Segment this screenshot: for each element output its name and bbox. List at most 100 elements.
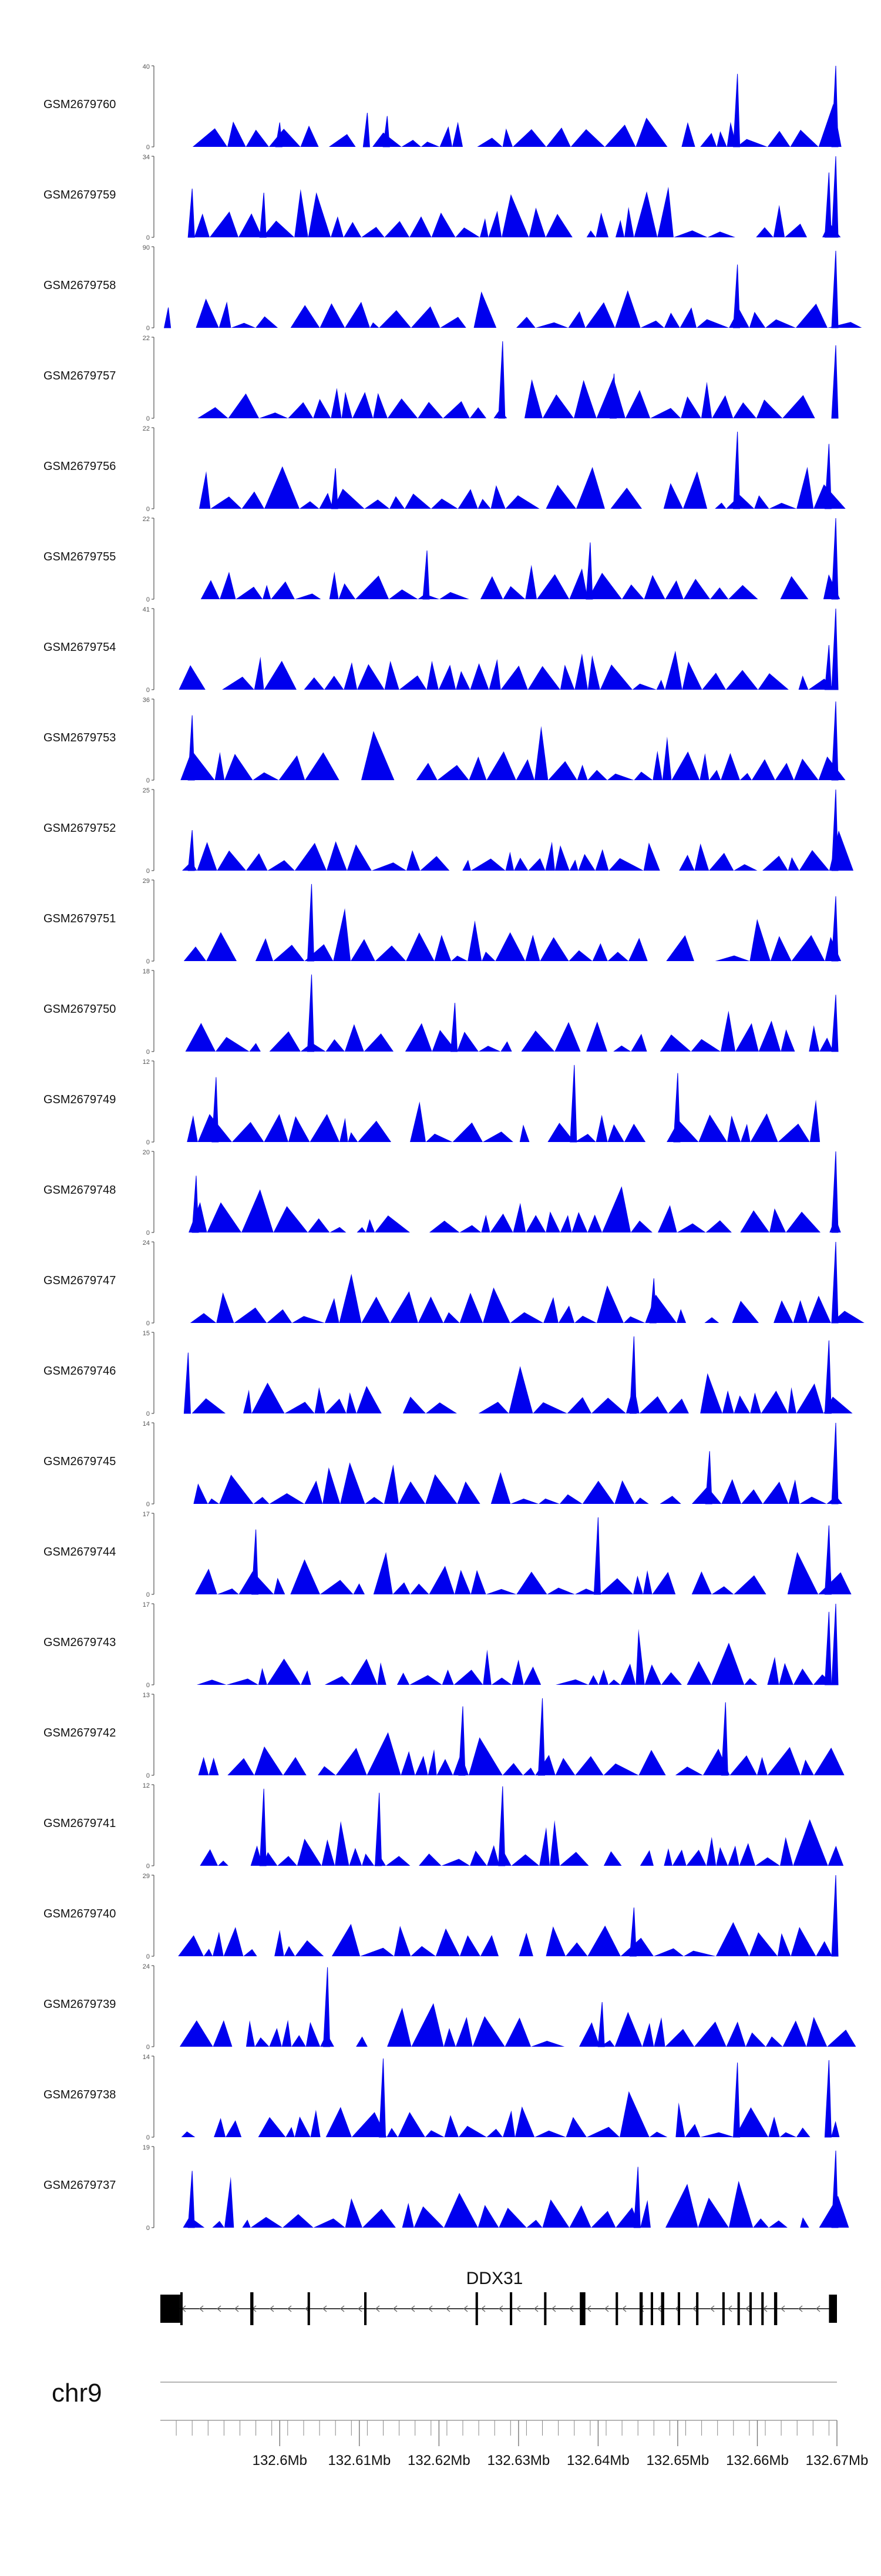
coverage-peak	[251, 1529, 259, 1595]
strand-arrow	[604, 2305, 609, 2312]
coverage-area	[160, 1819, 844, 1866]
coverage-peak	[211, 1077, 219, 1143]
ymin-label: 0	[146, 2225, 150, 2232]
strand-arrow	[498, 2305, 503, 2312]
ymax-label: 24	[143, 1963, 150, 1970]
coverage-peak	[831, 608, 839, 690]
ymax-label: 17	[143, 1511, 150, 1518]
coverage-peak	[721, 1702, 728, 1776]
coverage-area	[160, 2177, 849, 2228]
track-label: GSM2679737	[43, 2179, 116, 2192]
track-label: GSM2679757	[43, 370, 116, 382]
coverage-peak	[375, 1792, 382, 1866]
ymax-label: 19	[143, 2144, 150, 2151]
ymax-label: 40	[143, 63, 150, 70]
ymax-label: 14	[143, 1420, 150, 1428]
axis-tick-label: 132.62Mb	[408, 2453, 470, 2468]
coverage-area	[160, 650, 837, 690]
gene-exon	[544, 2292, 547, 2325]
strand-arrow	[234, 2305, 239, 2312]
ymax-label: 17	[143, 1601, 150, 1608]
coverage-peak	[537, 1698, 546, 1776]
coverage-peak	[831, 995, 839, 1052]
coverage-peak	[259, 1788, 267, 1866]
coverage-peak	[183, 1352, 191, 1414]
coverage-area	[160, 1186, 841, 1232]
axis-tick-label: 132.6Mb	[253, 2453, 307, 2468]
coverage-peak	[824, 1611, 832, 1685]
ymin-label: 0	[146, 1410, 150, 1418]
strand-arrow	[445, 2305, 450, 2312]
track-label: GSM2679754	[43, 641, 116, 654]
strand-arrow	[621, 2305, 627, 2312]
track-label: GSM2679760	[43, 98, 116, 111]
coverage-peak	[673, 1073, 681, 1143]
ymin-label: 0	[146, 1772, 150, 1779]
coverage-peak	[187, 189, 195, 238]
axis-tick-label: 132.65Mb	[647, 2453, 709, 2468]
coverage-area	[160, 1366, 853, 1413]
coverage-area	[160, 1010, 837, 1052]
ymin-label: 0	[146, 234, 150, 241]
gene-exon	[616, 2292, 618, 2325]
strand-arrow	[375, 2305, 380, 2312]
gene-exon	[761, 2292, 764, 2325]
coverage-area	[160, 830, 853, 871]
coverage-peak	[629, 1336, 637, 1414]
ymax-label: 14	[143, 2054, 150, 2061]
track-label: GSM2679738	[43, 2088, 116, 2101]
strand-arrow	[322, 2305, 327, 2312]
ymax-label: 24	[143, 1240, 150, 1247]
strand-arrow	[269, 2305, 274, 2312]
ymin-label: 0	[146, 868, 150, 875]
ymax-label: 13	[143, 1692, 150, 1699]
track-label: GSM2679747	[43, 1274, 116, 1287]
coverage-area	[160, 1922, 837, 1956]
ymin-label: 0	[146, 1501, 150, 1508]
coverage-peak	[458, 1706, 466, 1776]
ymin-label: 0	[146, 958, 150, 965]
ymax-label: 36	[143, 697, 150, 704]
strand-arrow	[780, 2305, 785, 2312]
ymin-label: 0	[146, 2044, 150, 2051]
coverage-area	[160, 1462, 843, 1504]
coverage-peak	[187, 715, 195, 781]
coverage-peak	[831, 701, 839, 781]
coverage-peak	[450, 1003, 458, 1052]
ymin-label: 0	[146, 144, 150, 151]
track-label: GSM2679750	[43, 1003, 116, 1016]
coverage-peak	[831, 345, 839, 419]
strand-arrow	[798, 2305, 803, 2312]
strand-arrow	[657, 2305, 662, 2312]
gene-name: DDX31	[466, 2269, 523, 2288]
coverage-peak	[831, 1422, 839, 1504]
coverage-peak	[331, 468, 338, 509]
ymin-label: 0	[146, 2134, 150, 2141]
strand-arrow	[551, 2305, 556, 2312]
coverage-peak	[498, 1786, 506, 1866]
coverage-peak	[831, 1151, 839, 1233]
ymax-label: 34	[143, 154, 150, 161]
gene-exon	[180, 2292, 183, 2325]
strand-arrow	[516, 2305, 521, 2312]
strand-arrow	[569, 2305, 574, 2312]
strand-arrow	[216, 2305, 221, 2312]
ymax-label: 25	[143, 787, 150, 794]
ymin-label: 0	[146, 1953, 150, 1960]
coverage-area	[160, 377, 837, 418]
gene-exon	[677, 2292, 680, 2325]
ymin-label: 0	[146, 415, 150, 422]
coverage-area	[160, 726, 846, 780]
gene-exon	[737, 2292, 740, 2325]
coverage-peak	[259, 193, 267, 238]
track-label: GSM2679746	[43, 1365, 116, 1378]
coverage-peak	[831, 789, 839, 871]
ymax-label: 20	[143, 1149, 150, 1156]
coverage-peak	[705, 1451, 712, 1504]
coverage-peak	[307, 974, 315, 1052]
axis-tick-label: 132.64Mb	[567, 2453, 630, 2468]
coverage-peak	[831, 156, 839, 238]
gene-exon	[774, 2292, 778, 2325]
strand-arrow	[692, 2305, 697, 2312]
chromosome-label: chr9	[52, 2379, 102, 2407]
